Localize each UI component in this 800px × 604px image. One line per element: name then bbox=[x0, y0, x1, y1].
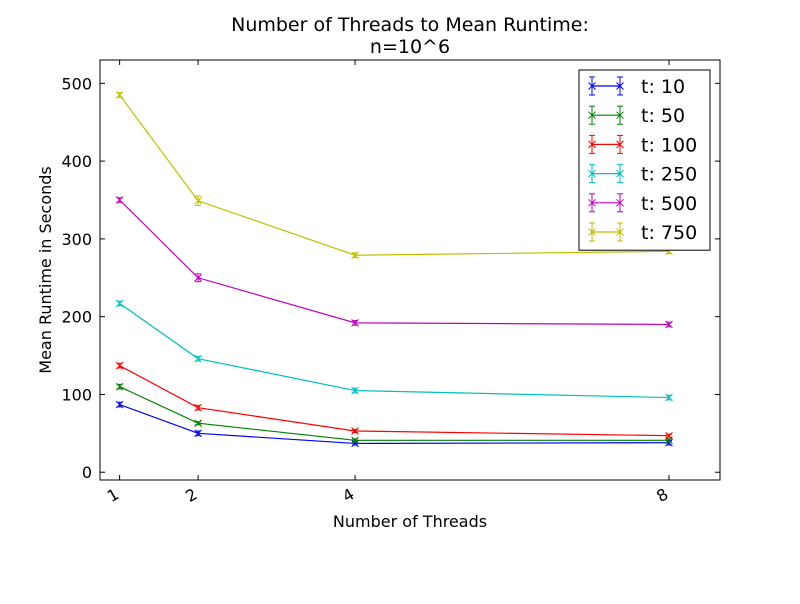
x-tick-label: 2 bbox=[182, 484, 200, 506]
legend-swatch-marker bbox=[616, 82, 624, 90]
legend-swatch-marker bbox=[616, 228, 624, 236]
data-point bbox=[115, 299, 124, 308]
x-axis-label: Number of Threads bbox=[333, 512, 487, 531]
data-point bbox=[115, 382, 124, 391]
series-line bbox=[119, 386, 669, 441]
data-point bbox=[194, 196, 202, 205]
x-tick-label: 1 bbox=[104, 484, 122, 506]
legend-swatch-marker bbox=[588, 228, 596, 236]
legend-swatch-marker bbox=[616, 111, 624, 120]
data-point bbox=[351, 251, 359, 260]
legend: t: 10 t: 50 t: 100 t: 250 t: 500 t: 750 bbox=[578, 69, 711, 251]
data-point bbox=[351, 436, 359, 445]
plot-area bbox=[115, 91, 673, 448]
series-line bbox=[119, 302, 670, 399]
y-axis-label: Mean Runtime in Seconds bbox=[36, 166, 55, 373]
series-line bbox=[119, 199, 669, 326]
y-tick-label: 300 bbox=[61, 230, 92, 249]
data-point bbox=[115, 196, 124, 204]
legend-label: t: 500 bbox=[641, 193, 697, 215]
chart-title-line2: n=10^6 bbox=[370, 36, 450, 58]
y-tick-label: 200 bbox=[61, 308, 92, 327]
data-point bbox=[194, 419, 202, 428]
legend-swatch-marker bbox=[616, 140, 624, 149]
legend-swatch-marker bbox=[588, 140, 596, 149]
data-point bbox=[665, 431, 673, 440]
legend-swatch-marker bbox=[588, 198, 596, 207]
data-point bbox=[115, 361, 124, 370]
legend-label: t: 50 bbox=[641, 105, 685, 127]
legend-swatch-marker bbox=[588, 169, 596, 178]
legend-label: t: 10 bbox=[641, 76, 685, 98]
data-point bbox=[351, 319, 359, 327]
data-point bbox=[665, 393, 673, 402]
data-point bbox=[194, 403, 202, 412]
series-line bbox=[119, 94, 669, 256]
data-point bbox=[351, 427, 359, 435]
plot-frame bbox=[99, 59, 721, 481]
legend-swatch-marker bbox=[588, 111, 596, 120]
legend-label: t: 250 bbox=[641, 164, 697, 186]
y-tick-label: 500 bbox=[61, 74, 92, 93]
legend-box bbox=[578, 69, 711, 251]
data-point bbox=[194, 354, 202, 363]
legend-label: t: 100 bbox=[641, 134, 697, 156]
y-tick-label: 0 bbox=[82, 463, 92, 482]
y-tick-label: 100 bbox=[61, 385, 92, 404]
data-point bbox=[194, 273, 202, 282]
y-tick-label: 400 bbox=[61, 152, 92, 171]
chart-title-line1: Number of Threads to Mean Runtime: bbox=[231, 14, 589, 36]
series-line bbox=[119, 403, 669, 445]
data-point bbox=[351, 386, 359, 395]
x-tick-label: 4 bbox=[339, 484, 357, 506]
data-point bbox=[115, 91, 124, 99]
data-point bbox=[665, 320, 673, 329]
legend-swatch-marker bbox=[616, 169, 624, 178]
data-point bbox=[194, 429, 202, 438]
data-point bbox=[351, 439, 359, 448]
x-tick-label: 8 bbox=[653, 484, 671, 506]
legend-swatch-marker bbox=[616, 198, 624, 207]
legend-label: t: 750 bbox=[641, 222, 697, 244]
series-line bbox=[119, 365, 669, 437]
legend-swatch-marker bbox=[588, 82, 596, 90]
data-point bbox=[115, 400, 124, 409]
